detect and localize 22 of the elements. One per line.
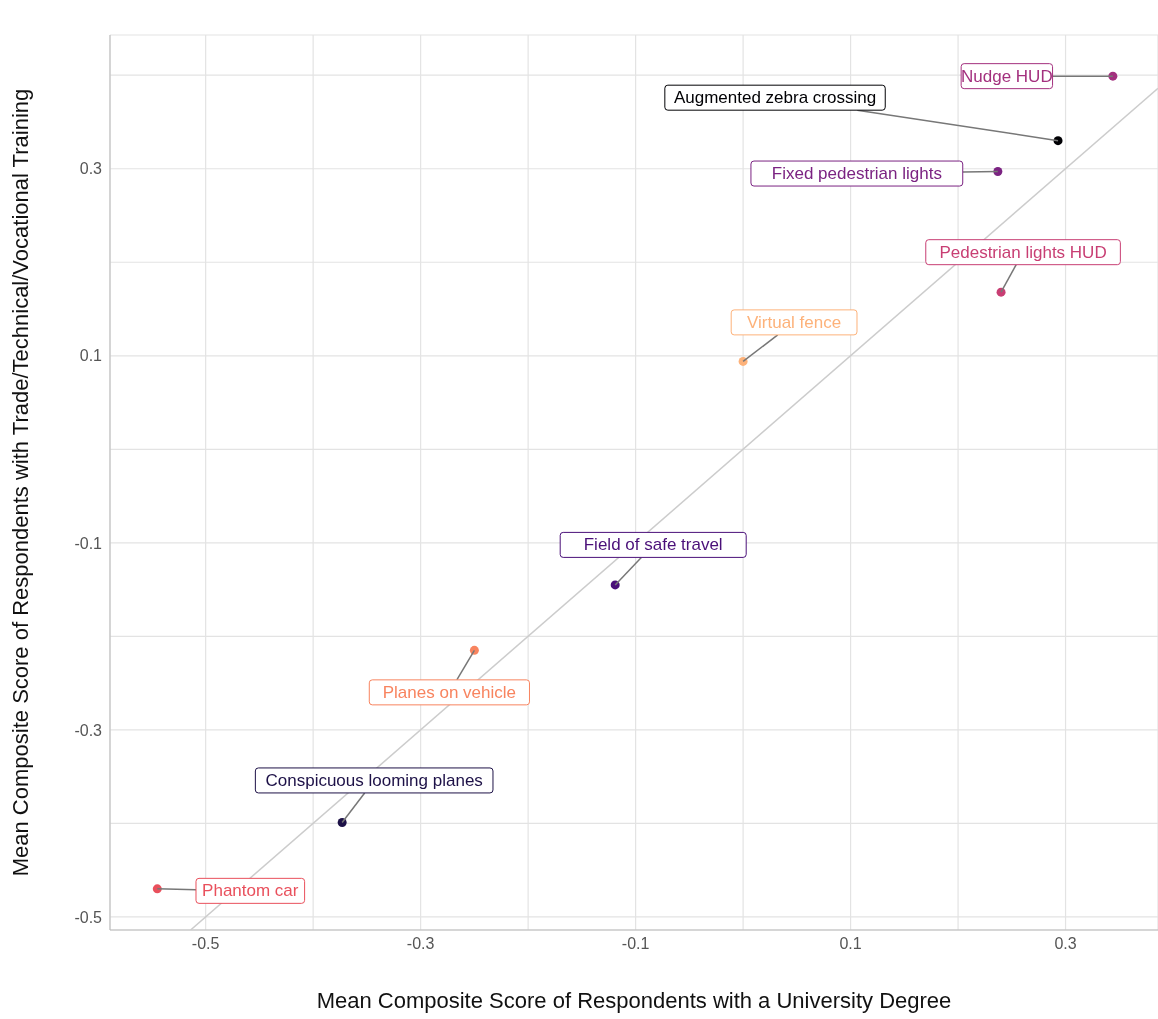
x-tick-label: -0.1 bbox=[621, 935, 650, 953]
text: Conspicuous looming planes bbox=[265, 770, 483, 790]
x-tick-label: -0.3 bbox=[406, 935, 435, 953]
y-tick-label: -0.1 bbox=[74, 534, 103, 552]
x-tick-label: -0.5 bbox=[191, 935, 220, 953]
series-label: Virtual fence bbox=[747, 312, 842, 332]
y-axis-title: Mean Composite Score of Respondents with Trade/Technical/Vocational Training bbox=[7, 88, 33, 877]
y-tick-label: 0.3 bbox=[79, 160, 103, 178]
text: Planes on vehicle bbox=[382, 682, 517, 702]
text: Nudge HUD bbox=[961, 66, 1053, 86]
text: Augmented zebra crossing bbox=[673, 88, 877, 108]
text: Phantom car bbox=[202, 881, 299, 901]
text: Pedestrian lights HUD bbox=[939, 242, 1107, 262]
x-tick-label: 0.1 bbox=[839, 935, 862, 953]
text: Field of safe travel bbox=[583, 535, 723, 555]
y-tick-label: -0.3 bbox=[74, 721, 103, 739]
x-axis-title: Mean Composite Score of Respondents with a University Degree bbox=[316, 988, 952, 1013]
point bbox=[993, 167, 1003, 177]
x-tick-label: 0.3 bbox=[1054, 935, 1077, 953]
y-tick-label: -0.5 bbox=[74, 908, 103, 926]
y-tick-label: 0.1 bbox=[79, 347, 103, 365]
text: Fixed pedestrian lights bbox=[771, 164, 942, 184]
